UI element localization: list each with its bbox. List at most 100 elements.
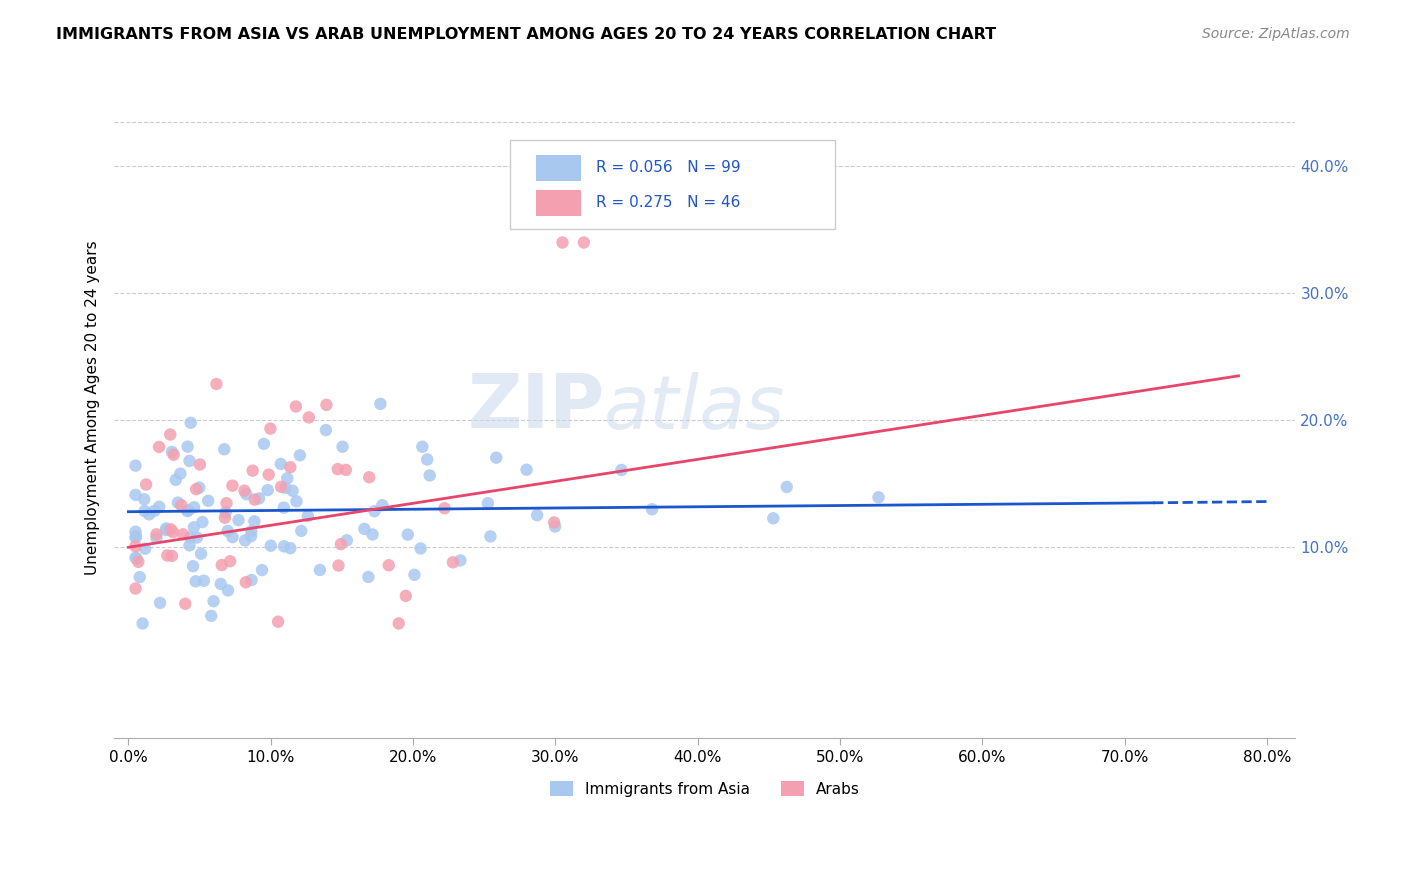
Point bbox=[328, 558, 350, 573]
Point bbox=[411, 440, 433, 454]
Point bbox=[477, 496, 499, 510]
Point bbox=[179, 538, 201, 552]
Point bbox=[270, 457, 292, 471]
Point bbox=[159, 427, 181, 442]
Point bbox=[135, 477, 157, 491]
Point bbox=[134, 492, 156, 507]
Point bbox=[148, 500, 170, 514]
Point bbox=[186, 482, 208, 496]
Point bbox=[441, 555, 464, 569]
Text: IMMIGRANTS FROM ASIA VS ARAB UNEMPLOYMENT AMONG AGES 20 TO 24 YEARS CORRELATION : IMMIGRANTS FROM ASIA VS ARAB UNEMPLOYMEN… bbox=[56, 27, 997, 42]
Legend: Immigrants from Asia, Arabs: Immigrants from Asia, Arabs bbox=[544, 774, 866, 803]
Point bbox=[221, 478, 243, 492]
Point bbox=[124, 458, 146, 473]
Point bbox=[124, 540, 146, 554]
Point bbox=[191, 515, 214, 529]
Y-axis label: Unemployment Among Ages 20 to 24 years: Unemployment Among Ages 20 to 24 years bbox=[86, 240, 100, 575]
Point bbox=[176, 504, 198, 518]
Point bbox=[162, 525, 184, 540]
Point bbox=[280, 541, 302, 556]
Point bbox=[336, 533, 359, 548]
Point bbox=[243, 514, 266, 528]
Point bbox=[209, 577, 232, 591]
Point bbox=[335, 463, 357, 477]
Point bbox=[186, 531, 208, 545]
Text: atlas: atlas bbox=[605, 372, 786, 443]
Point bbox=[134, 541, 156, 556]
Point bbox=[273, 500, 295, 515]
Point bbox=[762, 511, 785, 525]
Point bbox=[177, 503, 200, 517]
Point bbox=[172, 527, 194, 541]
Point bbox=[361, 527, 384, 541]
Point bbox=[233, 483, 256, 498]
Point bbox=[190, 547, 212, 561]
Text: R = 0.056   N = 99: R = 0.056 N = 99 bbox=[596, 161, 741, 176]
Point bbox=[543, 516, 565, 530]
Point bbox=[205, 377, 228, 392]
Point bbox=[240, 524, 263, 538]
Text: ZIP: ZIP bbox=[467, 371, 605, 444]
Point bbox=[274, 481, 297, 495]
Point bbox=[176, 440, 198, 454]
Text: Source: ZipAtlas.com: Source: ZipAtlas.com bbox=[1202, 27, 1350, 41]
Point bbox=[357, 570, 380, 584]
Point bbox=[145, 531, 167, 545]
Point bbox=[188, 481, 211, 495]
Point bbox=[188, 458, 211, 472]
Point bbox=[332, 440, 354, 454]
Point bbox=[242, 464, 264, 478]
Point bbox=[235, 487, 257, 501]
Point bbox=[253, 437, 276, 451]
Point bbox=[641, 502, 664, 516]
Point bbox=[544, 519, 567, 533]
Point bbox=[240, 529, 263, 543]
Point bbox=[183, 500, 205, 515]
Point bbox=[281, 483, 304, 498]
Point bbox=[155, 523, 177, 537]
Point bbox=[156, 549, 179, 563]
Point bbox=[404, 567, 426, 582]
Point bbox=[416, 452, 439, 467]
Point bbox=[551, 235, 574, 250]
Point bbox=[202, 594, 225, 608]
Point bbox=[363, 504, 385, 518]
Point bbox=[145, 527, 167, 541]
Point bbox=[197, 493, 219, 508]
Point bbox=[160, 549, 183, 563]
Point bbox=[214, 510, 236, 524]
Point bbox=[214, 505, 236, 519]
Point bbox=[297, 509, 319, 524]
Point bbox=[256, 483, 278, 497]
Point bbox=[449, 553, 471, 567]
Point bbox=[215, 496, 238, 510]
Point bbox=[526, 508, 548, 523]
Point bbox=[259, 421, 281, 435]
Point bbox=[124, 531, 146, 545]
Point bbox=[433, 501, 456, 516]
Point bbox=[285, 494, 308, 508]
Point bbox=[160, 522, 183, 536]
Point bbox=[388, 616, 411, 631]
Point bbox=[163, 448, 186, 462]
Point bbox=[165, 473, 187, 487]
Point bbox=[219, 554, 242, 568]
Point bbox=[217, 583, 239, 598]
Point bbox=[273, 540, 295, 554]
Point bbox=[235, 575, 257, 590]
Point bbox=[409, 541, 432, 556]
Point bbox=[148, 440, 170, 454]
Point bbox=[170, 498, 193, 512]
Point bbox=[138, 508, 160, 522]
Point bbox=[315, 423, 337, 437]
Point bbox=[124, 488, 146, 502]
Point bbox=[143, 504, 166, 518]
Point bbox=[174, 597, 197, 611]
Point bbox=[516, 463, 538, 477]
Point bbox=[193, 574, 215, 588]
Point bbox=[243, 492, 266, 507]
Point bbox=[125, 551, 148, 566]
Point bbox=[276, 471, 298, 485]
Point bbox=[315, 398, 337, 412]
Point bbox=[155, 521, 177, 535]
